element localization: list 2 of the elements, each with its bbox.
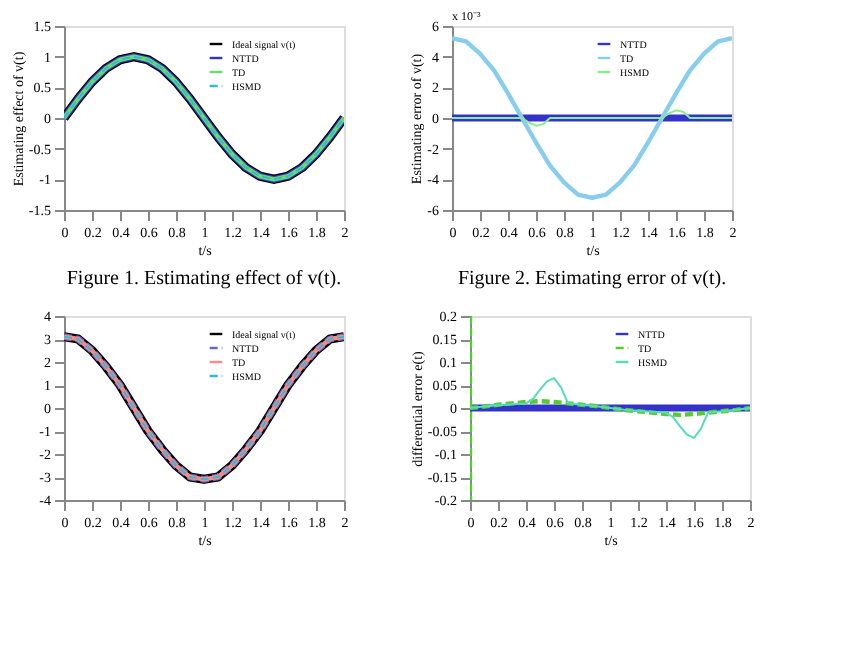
caption: Figure 1. Estimating effect of v(t). bbox=[66, 268, 342, 290]
caption: Figure 2. Estimating error of v(t). bbox=[457, 268, 727, 290]
